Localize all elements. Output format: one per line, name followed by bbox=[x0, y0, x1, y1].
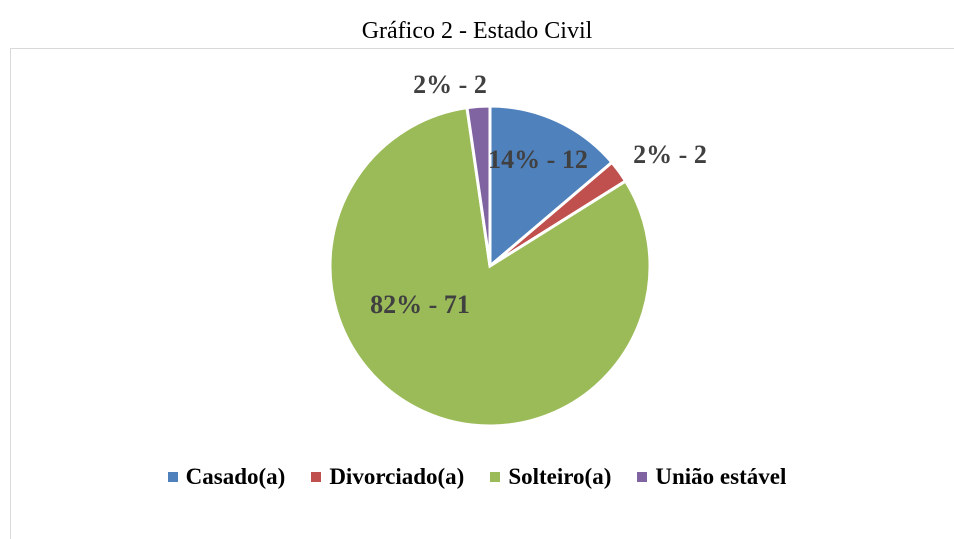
data-label: 2% - 2 bbox=[413, 70, 487, 99]
legend-swatch bbox=[167, 472, 178, 482]
legend-label: Solteiro(a) bbox=[508, 464, 612, 489]
data-label: 2% - 2 bbox=[633, 140, 707, 169]
chart-title: Gráfico 2 - Estado Civil bbox=[361, 18, 593, 44]
legend-item: União estável bbox=[637, 464, 786, 490]
legend-swatch bbox=[490, 472, 501, 482]
data-label: 14% - 12 bbox=[488, 145, 588, 174]
pie-slice bbox=[328, 105, 652, 428]
legend-label: União estável bbox=[655, 464, 787, 489]
data-label: 82% - 71 bbox=[370, 290, 470, 319]
legend: Casado(a) Divorciado(a) Solteiro(a) União e… bbox=[0, 464, 954, 490]
legend-item: Solteiro(a) bbox=[490, 464, 611, 490]
pie-slice bbox=[488, 104, 615, 270]
legend-item: Casado(a) bbox=[167, 464, 286, 490]
legend-item: Divorciado(a) bbox=[311, 464, 464, 490]
pie-slice bbox=[465, 104, 492, 267]
chart-frame bbox=[10, 48, 954, 539]
legend-label: Divorciado(a) bbox=[329, 464, 465, 489]
legend-swatch bbox=[637, 472, 648, 482]
legend-label: Casado(a) bbox=[185, 464, 286, 489]
legend-swatch bbox=[311, 472, 322, 482]
